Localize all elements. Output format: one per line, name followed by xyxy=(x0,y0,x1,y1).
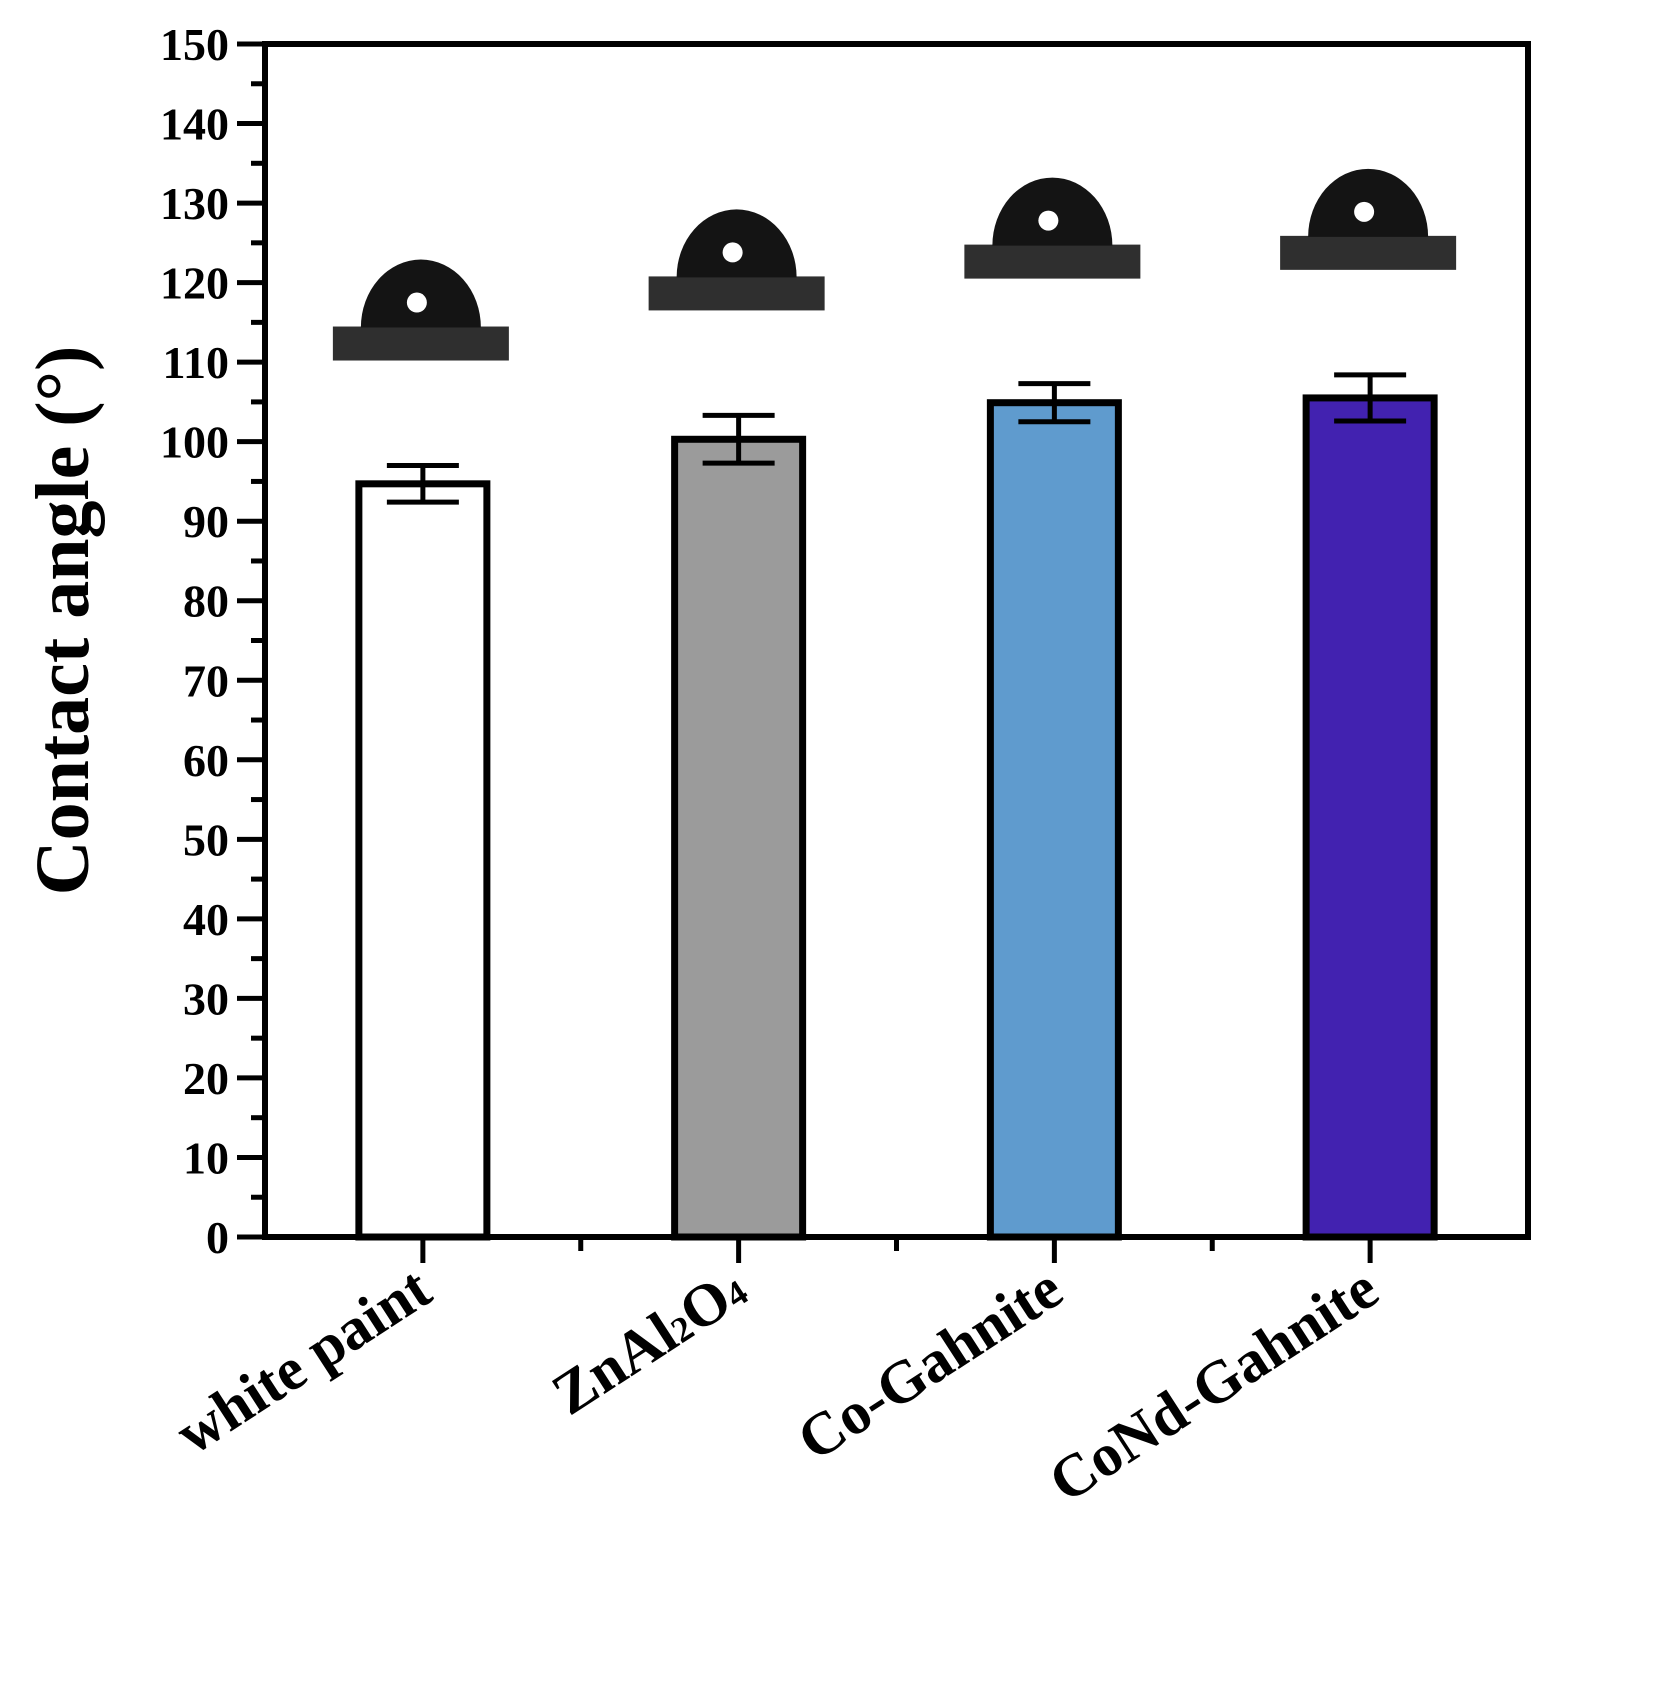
substrate-strip xyxy=(648,276,825,311)
x-axis-ticks xyxy=(420,1237,1373,1263)
bar-white-paint xyxy=(355,480,491,1241)
bar-cond-gahnite xyxy=(1302,394,1438,1241)
y-tick-label: 40 xyxy=(183,894,229,945)
bar-co-gahnite xyxy=(986,399,1122,1241)
y-axis-title: Contact angle (°) xyxy=(21,346,105,896)
droplet-highlight xyxy=(722,242,743,263)
y-tick-label: 70 xyxy=(183,655,229,706)
error-bars xyxy=(386,372,1407,505)
y-tick-label: 50 xyxy=(183,814,229,865)
droplet-highlight xyxy=(1354,201,1375,222)
droplet-highlight xyxy=(406,292,427,313)
droplet-insets xyxy=(332,168,1457,361)
y-tick-label: 20 xyxy=(183,1053,229,1104)
substrate-strip xyxy=(332,326,509,361)
substrate-strip xyxy=(964,244,1141,279)
y-tick-label: 60 xyxy=(183,735,229,786)
plot-frame xyxy=(262,41,1531,1240)
x-category-label: CoNd-Gahnite xyxy=(1037,1255,1389,1516)
bars xyxy=(355,394,1438,1241)
y-axis-ticks: 0 10 20 30 40 50 60 70 80 90 100 110 120 130 140 150 xyxy=(160,19,265,1263)
y-tick-label: 90 xyxy=(183,496,229,547)
y-tick-label: 30 xyxy=(183,973,229,1024)
droplet-image xyxy=(332,259,509,361)
y-tick-label: 110 xyxy=(163,337,229,388)
substrate-strip xyxy=(1280,235,1457,270)
y-tick-label: 150 xyxy=(160,19,229,70)
droplet-image xyxy=(964,177,1141,279)
droplet-highlight xyxy=(1038,210,1059,231)
y-tick-label: 0 xyxy=(206,1212,229,1263)
y-tick-label: 120 xyxy=(160,258,229,309)
y-tick-label: 140 xyxy=(160,99,229,150)
droplet-image xyxy=(648,209,825,311)
y-tick-label: 130 xyxy=(160,178,229,229)
y-tick-label: 80 xyxy=(183,576,229,627)
x-category-label: white paint xyxy=(164,1255,442,1467)
x-category-label: Co-Gahnite xyxy=(786,1255,1074,1474)
x-category-label: ZnAl2O4 xyxy=(541,1255,758,1428)
y-tick-label: 10 xyxy=(183,1132,229,1183)
droplet-image xyxy=(1280,168,1457,270)
bar-znal2o4 xyxy=(671,435,807,1241)
y-tick-label: 100 xyxy=(160,417,229,468)
